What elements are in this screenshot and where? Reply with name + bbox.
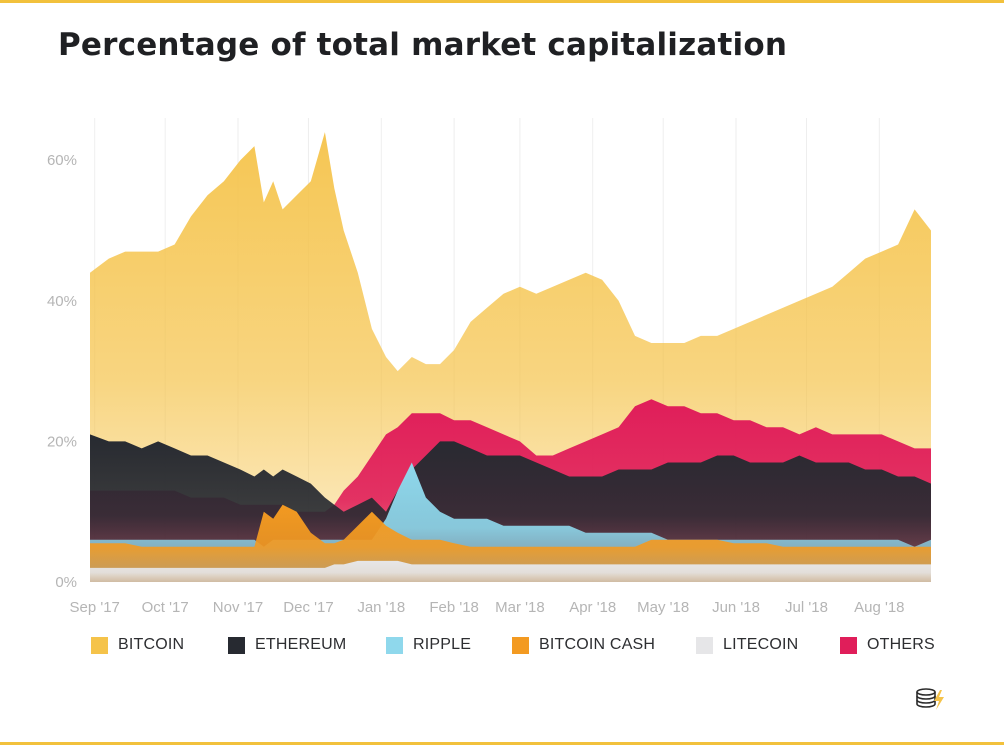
axis-label-layer: Sep '17 Oct '17 Nov '17 Dec '17 Jan '18 Feb '… — [47, 152, 905, 616]
x-tick-label: Apr '18 — [569, 599, 616, 616]
coin-stack-lightning-logo-icon — [916, 688, 944, 710]
x-tick-label: Feb '18 — [429, 599, 479, 616]
chart-legend: BITCOIN ETHEREUM RIPPLE BITCOIN CASH LIT… — [0, 636, 1004, 660]
legend-label-others: OTHERS — [867, 636, 935, 653]
y-tick-label: 20% — [47, 433, 77, 450]
x-tick-label: Oct '17 — [142, 599, 189, 616]
legend-item-others[interactable]: OTHERS — [840, 636, 935, 654]
x-tick-label: Dec '17 — [283, 599, 333, 616]
y-tick-label: 40% — [47, 293, 77, 310]
market-cap-area-chart: Sep '17 Oct '17 Nov '17 Dec '17 Jan '18 Feb '… — [47, 118, 931, 616]
legend-label-bitcoin-cash: BITCOIN CASH — [539, 636, 656, 653]
legend-label-bitcoin: BITCOIN — [118, 636, 185, 653]
bottom-accent-border — [0, 742, 1004, 745]
legend-swatch-others — [840, 636, 857, 654]
x-tick-label: Mar '18 — [495, 599, 545, 616]
x-tick-label: Sep '17 — [69, 599, 119, 616]
y-tick-label: 0% — [55, 574, 77, 591]
legend-item-bitcoin[interactable]: BITCOIN — [91, 636, 184, 654]
chart-title: Percentage of total market capitalizatio… — [58, 27, 788, 63]
legend-swatch-ripple — [386, 636, 403, 654]
y-tick-label: 60% — [47, 152, 77, 169]
x-tick-label: Aug '18 — [854, 599, 904, 616]
area-series-litecoin — [90, 560, 931, 582]
legend-label-litecoin: LITECOIN — [723, 636, 799, 653]
x-tick-label: Nov '17 — [213, 599, 263, 616]
x-tick-label: Jul '18 — [785, 599, 828, 616]
area-series-bitcoin-cash — [90, 504, 931, 582]
x-tick-label: Jan '18 — [357, 599, 405, 616]
series-area-layer — [90, 132, 931, 582]
legend-item-litecoin[interactable]: LITECOIN — [696, 636, 798, 654]
legend-swatch-bitcoin-cash — [512, 636, 529, 654]
x-tick-label: May '18 — [637, 599, 689, 616]
x-tick-label: Jun '18 — [712, 599, 760, 616]
legend-label-ripple: RIPPLE — [413, 636, 472, 653]
legend-swatch-bitcoin — [91, 636, 108, 654]
legend-swatch-litecoin — [696, 636, 713, 654]
legend-swatch-ethereum — [228, 636, 245, 654]
legend-item-bitcoin-cash[interactable]: BITCOIN CASH — [512, 636, 655, 654]
legend-label-ethereum: ETHEREUM — [255, 636, 347, 653]
legend-item-ethereum[interactable]: ETHEREUM — [228, 636, 346, 654]
legend-item-ripple[interactable]: RIPPLE — [386, 636, 471, 654]
top-accent-border — [0, 0, 1004, 3]
